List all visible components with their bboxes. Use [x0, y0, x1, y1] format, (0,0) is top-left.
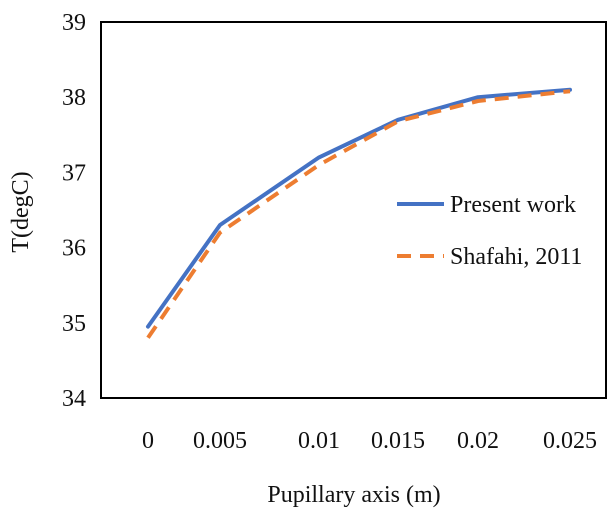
series-line-present-work	[146, 87, 572, 329]
x-tick-label: 0.025	[543, 428, 597, 454]
y-tick-label: 36	[62, 236, 86, 262]
x-axis-tick-labels: 0 0.005 0.01 0.015 0.02 0.025	[142, 428, 597, 454]
x-axis-title: Pupillary axis (m)	[267, 482, 440, 508]
legend: Present work Shafahi, 2011	[397, 192, 582, 270]
y-tick-label: 39	[62, 10, 86, 36]
y-tick-label: 35	[62, 311, 86, 337]
x-tick-label: 0.005	[193, 428, 247, 454]
x-tick-label: 0	[142, 428, 154, 454]
legend-label-present-work: Present work	[450, 192, 576, 218]
y-axis-tick-labels: 34 35 36 37 38 39	[62, 10, 86, 412]
legend-label-shafahi-2011: Shafahi, 2011	[450, 244, 582, 270]
plot-area-frame	[100, 21, 607, 399]
x-tick-label: 0.02	[457, 428, 499, 454]
y-tick-label: 34	[62, 386, 86, 412]
y-tick-label: 38	[62, 85, 86, 111]
x-tick-label: 0.015	[371, 428, 425, 454]
y-tick-label: 37	[62, 160, 86, 186]
y-axis-title: T(degC)	[8, 171, 34, 252]
x-tick-label: 0.01	[298, 428, 340, 454]
